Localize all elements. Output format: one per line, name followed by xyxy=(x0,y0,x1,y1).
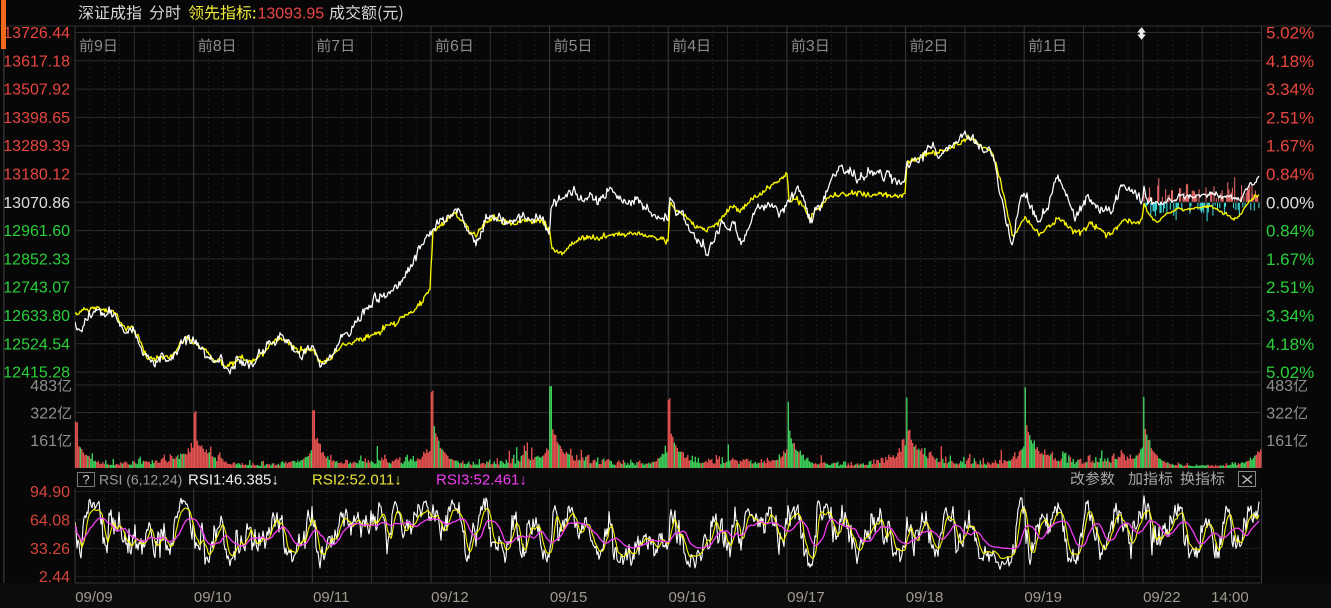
svg-text:13617.18: 13617.18 xyxy=(3,53,70,70)
svg-text:33.26: 33.26 xyxy=(30,541,70,558)
svg-text:12743.07: 12743.07 xyxy=(3,280,70,297)
svg-text:2: 2 xyxy=(925,38,934,55)
svg-text:13070.86: 13070.86 xyxy=(3,195,70,212)
svg-text:4.18%: 4.18% xyxy=(1266,52,1314,71)
svg-text:09/19: 09/19 xyxy=(1024,589,1062,606)
svg-text:13507.92: 13507.92 xyxy=(3,82,70,99)
svg-text:64.08: 64.08 xyxy=(30,512,70,529)
svg-text:09/09: 09/09 xyxy=(75,589,113,606)
svg-text:12633.80: 12633.80 xyxy=(3,308,70,325)
svg-text:2.51%: 2.51% xyxy=(1266,108,1314,127)
svg-text:?: ? xyxy=(82,472,89,487)
svg-text:13093.95: 13093.95 xyxy=(257,6,324,23)
svg-text:322: 322 xyxy=(1266,406,1293,423)
svg-text:2.51%: 2.51% xyxy=(1266,278,1314,297)
svg-text:161: 161 xyxy=(30,433,57,450)
svg-text:3: 3 xyxy=(806,38,815,55)
svg-text:1.67%: 1.67% xyxy=(1266,137,1314,156)
svg-text:0.84%: 0.84% xyxy=(1266,165,1314,184)
svg-text:09/11: 09/11 xyxy=(313,589,349,606)
svg-text:4.18%: 4.18% xyxy=(1266,335,1314,354)
svg-text:09/12: 09/12 xyxy=(431,589,469,606)
svg-text:09/10: 09/10 xyxy=(194,589,232,606)
svg-text:6: 6 xyxy=(450,38,459,55)
svg-text:09/22: 09/22 xyxy=(1143,589,1181,606)
svg-text:12961.60: 12961.60 xyxy=(3,223,70,240)
svg-text:13726.44: 13726.44 xyxy=(3,25,70,42)
svg-text:5.02%: 5.02% xyxy=(1266,24,1314,43)
svg-text:3.34%: 3.34% xyxy=(1266,307,1314,326)
svg-text:3.34%: 3.34% xyxy=(1266,80,1314,99)
svg-text:0.00%: 0.00% xyxy=(1266,193,1314,212)
svg-text:09/15: 09/15 xyxy=(550,589,588,606)
svg-text:09/17: 09/17 xyxy=(787,589,825,606)
svg-text:12524.54: 12524.54 xyxy=(3,336,70,353)
svg-text:161: 161 xyxy=(1266,433,1293,450)
svg-text:5: 5 xyxy=(569,38,578,55)
svg-text:12415.28: 12415.28 xyxy=(3,365,70,382)
svg-text:483: 483 xyxy=(30,378,57,395)
svg-text:09/18: 09/18 xyxy=(906,589,944,606)
svg-text:7: 7 xyxy=(331,38,340,55)
svg-text:RSI (6,12,24): RSI (6,12,24) xyxy=(99,472,182,488)
svg-text:0.84%: 0.84% xyxy=(1266,222,1314,241)
svg-text:8: 8 xyxy=(213,38,222,55)
svg-text:RSI2:52.011↓: RSI2:52.011↓ xyxy=(312,472,402,489)
svg-text:2.44: 2.44 xyxy=(39,569,70,586)
svg-text:483: 483 xyxy=(1266,378,1293,395)
svg-text:9: 9 xyxy=(94,38,103,55)
svg-text:4: 4 xyxy=(687,38,696,55)
svg-text:14:00: 14:00 xyxy=(1211,589,1249,606)
svg-text:09/16: 09/16 xyxy=(668,589,706,606)
svg-text:RSI1:46.385↓: RSI1:46.385↓ xyxy=(188,472,279,489)
svg-text:12852.33: 12852.33 xyxy=(3,251,70,268)
svg-text:322: 322 xyxy=(30,406,57,423)
svg-text:1: 1 xyxy=(1043,38,1052,55)
svg-text:RSI3:52.461↓: RSI3:52.461↓ xyxy=(436,472,527,489)
svg-text:13180.12: 13180.12 xyxy=(3,167,70,184)
svg-text:5.02%: 5.02% xyxy=(1266,363,1314,382)
svg-text:94.90: 94.90 xyxy=(30,484,70,501)
svg-text:1.67%: 1.67% xyxy=(1266,250,1314,269)
svg-text:13289.39: 13289.39 xyxy=(3,138,70,155)
svg-text:13398.65: 13398.65 xyxy=(3,110,70,127)
